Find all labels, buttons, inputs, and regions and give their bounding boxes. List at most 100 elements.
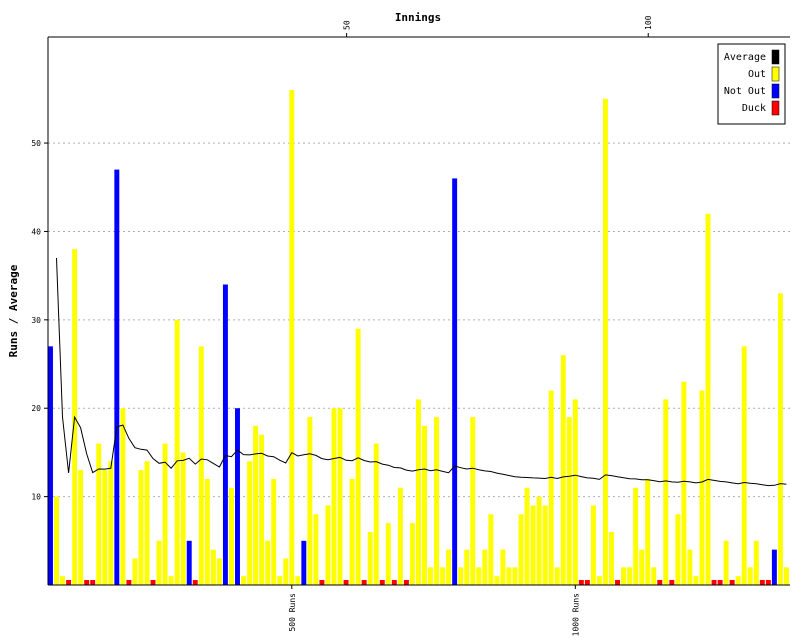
- bars: [48, 90, 789, 586]
- bar-innings-81: [530, 505, 536, 585]
- y-tick-label-10: 10: [31, 493, 41, 502]
- bar-innings-85: [554, 567, 560, 585]
- bar-innings-106: [681, 381, 687, 585]
- bar-innings-64: [428, 567, 433, 585]
- bar-innings-18: [150, 580, 156, 585]
- bar-innings-117: [747, 567, 753, 585]
- bar-innings-55: [373, 443, 379, 585]
- bottom-tick-label-500: 500 Runs: [288, 593, 297, 632]
- y-tick-label-20: 20: [31, 404, 41, 413]
- bar-innings-120: [765, 580, 771, 585]
- y-axis-title: Runs / Average: [7, 264, 20, 357]
- bar-innings-23: [180, 452, 186, 585]
- bar-innings-61: [409, 523, 415, 585]
- bar-innings-36: [259, 434, 265, 585]
- bar-innings-21: [168, 576, 174, 585]
- bar-innings-11: [108, 461, 114, 585]
- legend-swatch-average: [771, 49, 780, 65]
- bar-innings-6: [78, 470, 84, 585]
- bar-innings-109: [699, 390, 705, 585]
- bar-innings-91: [590, 505, 596, 585]
- bar-innings-54: [367, 531, 373, 585]
- bar-innings-14: [126, 580, 132, 585]
- bar-innings-53: [361, 580, 367, 585]
- bar-innings-111: [711, 580, 717, 585]
- bar-innings-60: [403, 580, 409, 585]
- bottom-tick-label-1000: 1000 Runs: [571, 593, 580, 637]
- bar-innings-113: [723, 540, 729, 585]
- bar-innings-62: [415, 399, 421, 585]
- bar-innings-79: [518, 514, 524, 585]
- bar-innings-8: [90, 580, 96, 585]
- bar-innings-77: [506, 567, 512, 585]
- bar-innings-35: [253, 425, 259, 585]
- bar-innings-84: [548, 390, 554, 585]
- bar-innings-80: [524, 487, 530, 585]
- bar-innings-107: [687, 549, 693, 585]
- bar-innings-7: [84, 580, 90, 585]
- bar-innings-92: [596, 576, 602, 585]
- bar-innings-47: [325, 505, 331, 585]
- top-tick-label-50: 50: [343, 20, 352, 30]
- bar-innings-116: [741, 346, 747, 585]
- bar-innings-32: [235, 408, 240, 585]
- bar-innings-94: [609, 531, 614, 585]
- bar-innings-9: [96, 443, 102, 585]
- bar-innings-63: [422, 425, 427, 585]
- legend-swatch-out: [771, 66, 780, 82]
- bar-innings-97: [627, 567, 633, 585]
- bar-innings-57: [385, 523, 391, 585]
- bar-innings-28: [210, 549, 216, 585]
- bar-innings-102: [657, 580, 663, 585]
- legend-label-not-out: Not Out: [724, 86, 766, 97]
- bar-innings-15: [132, 558, 138, 585]
- y-tick-label-40: 40: [31, 227, 41, 236]
- legend: Average Out Not Out Duck: [717, 43, 786, 125]
- bar-innings-25: [192, 580, 198, 585]
- bar-innings-103: [663, 399, 669, 585]
- legend-label-average: Average: [724, 52, 766, 63]
- bar-innings-1: [48, 346, 53, 585]
- y-tick-label-50: 50: [31, 139, 41, 148]
- bar-innings-73: [482, 549, 488, 585]
- x-axis-top-title: Innings: [395, 11, 441, 24]
- bar-innings-41: [289, 90, 295, 585]
- bar-innings-38: [271, 478, 277, 585]
- bar-innings-16: [138, 470, 144, 585]
- bar-innings-33: [241, 576, 246, 585]
- bar-innings-24: [186, 540, 192, 585]
- bar-innings-93: [602, 98, 608, 585]
- bar-innings-30: [222, 284, 228, 585]
- bar-innings-71: [470, 417, 476, 585]
- bar-innings-83: [542, 505, 548, 585]
- bar-innings-70: [464, 549, 470, 585]
- y-tick-label-30: 30: [31, 316, 41, 325]
- bar-innings-119: [759, 580, 765, 585]
- top-tick-label-100: 100: [644, 15, 653, 30]
- bar-innings-86: [560, 355, 566, 585]
- bar-innings-12: [114, 169, 120, 586]
- bar-innings-52: [355, 328, 361, 585]
- bar-innings-69: [458, 567, 464, 585]
- bar-innings-22: [174, 319, 180, 585]
- bar-innings-112: [717, 580, 723, 585]
- legend-swatch-duck: [771, 100, 780, 116]
- axis-ticks: 10 20 30 40 50 50 100 500 Runs 1000 Runs: [31, 15, 653, 636]
- bar-innings-101: [651, 567, 657, 585]
- bar-innings-110: [705, 213, 711, 585]
- legend-label-duck: Duck: [742, 103, 766, 114]
- bar-innings-88: [572, 399, 578, 585]
- bar-innings-74: [488, 514, 494, 585]
- bar-innings-82: [536, 496, 542, 585]
- bar-innings-3: [60, 576, 66, 585]
- bar-innings-95: [615, 580, 621, 585]
- bar-innings-42: [295, 576, 301, 585]
- bar-innings-115: [735, 576, 741, 585]
- bar-innings-10: [102, 470, 108, 585]
- bar-innings-51: [349, 478, 355, 585]
- bar-innings-17: [144, 461, 150, 585]
- bar-innings-87: [566, 417, 572, 585]
- bar-innings-99: [639, 549, 645, 585]
- bar-innings-59: [397, 487, 403, 585]
